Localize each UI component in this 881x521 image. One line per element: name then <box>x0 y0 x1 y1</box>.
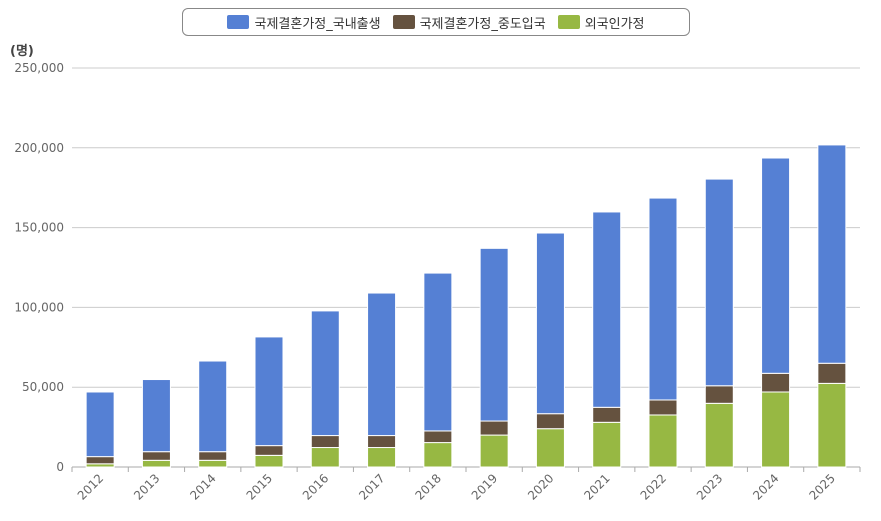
bar-segment <box>141 451 171 461</box>
bar-segment <box>704 178 734 387</box>
bar-segment <box>761 372 791 393</box>
bar-segment <box>479 420 509 436</box>
bar-segment <box>648 399 678 416</box>
x-tick-label: 2014 <box>187 471 218 502</box>
legend-label: 국제결혼가정_중도입국 <box>419 16 546 32</box>
bar-segment <box>141 379 171 453</box>
y-tick-label: 200,000 <box>14 141 64 155</box>
x-tick-label: 2023 <box>694 471 725 502</box>
x-tick-label: 2018 <box>412 471 443 502</box>
bar-segment <box>648 197 678 401</box>
y-tick-label: 100,000 <box>14 300 64 314</box>
bar-segment <box>141 459 171 468</box>
bar-segment <box>310 310 340 437</box>
bar-segment <box>85 391 115 458</box>
bar-segment <box>704 402 734 468</box>
bar-segment <box>198 451 228 461</box>
y-axis-unit-label: (명) <box>10 44 34 59</box>
bar-segment <box>817 144 847 364</box>
bar-segment <box>367 292 397 437</box>
y-tick-label: 250,000 <box>14 61 64 75</box>
bar-segment <box>817 382 847 468</box>
legend-swatch <box>392 15 415 29</box>
bar-segment <box>535 428 565 468</box>
bar-segment <box>817 362 847 384</box>
x-tick-label: 2020 <box>525 471 556 502</box>
bar-segment <box>761 391 791 468</box>
legend-label: 외국인가정 <box>584 16 645 32</box>
bar-segment <box>254 336 284 447</box>
bar-segment <box>367 447 397 468</box>
bar-segment <box>310 435 340 449</box>
legend-item-mid-entry[interactable]: 국제결혼가정_중도입국 <box>392 13 546 32</box>
bar-segment <box>254 445 284 456</box>
x-tick-label: 2019 <box>469 471 500 502</box>
bar-segment <box>423 272 453 432</box>
y-tick-label: 150,000 <box>14 221 64 235</box>
y-tick-label: 50,000 <box>22 380 64 394</box>
x-tick-label: 2025 <box>806 471 837 502</box>
bar-segment <box>254 454 284 468</box>
bar-segment <box>704 385 734 404</box>
bar-segment <box>535 413 565 430</box>
x-tick-label: 2024 <box>750 471 781 502</box>
bar-segment <box>198 360 228 453</box>
bar-segment <box>367 435 397 449</box>
bar-segment <box>198 459 228 468</box>
y-tick-label: 0 <box>56 460 64 474</box>
legend-label: 국제결혼가정_국내출생 <box>254 16 381 32</box>
x-tick-label: 2022 <box>638 471 669 502</box>
legend-item-domestic-birth[interactable]: 국제결혼가정_국내출생 <box>227 13 381 32</box>
bar-segment <box>479 434 509 468</box>
bar-segment <box>479 247 509 422</box>
legend: 국제결혼가정_국내출생 국제결혼가정_중도입국 외국인가정 <box>182 8 690 36</box>
bar-segment <box>592 406 622 423</box>
bar-segment <box>423 442 453 468</box>
bar-segment <box>535 232 565 415</box>
legend-swatch <box>557 15 580 29</box>
legend-item-foreign[interactable]: 외국인가정 <box>557 13 645 32</box>
x-tick-label: 2015 <box>244 471 275 502</box>
x-tick-label: 2021 <box>581 471 612 502</box>
x-tick-label: 2016 <box>300 471 331 502</box>
x-tick-label: 2012 <box>75 471 106 502</box>
bar-segment <box>592 421 622 468</box>
legend-swatch <box>227 15 250 29</box>
bar-segment <box>423 430 453 444</box>
bar-segment <box>310 447 340 468</box>
x-tick-label: 2013 <box>131 471 162 502</box>
bar-segment <box>85 456 115 465</box>
bar-segment <box>648 414 678 468</box>
bar-segment <box>592 211 622 408</box>
x-tick-label: 2017 <box>356 471 387 502</box>
bar-segment <box>761 157 791 374</box>
